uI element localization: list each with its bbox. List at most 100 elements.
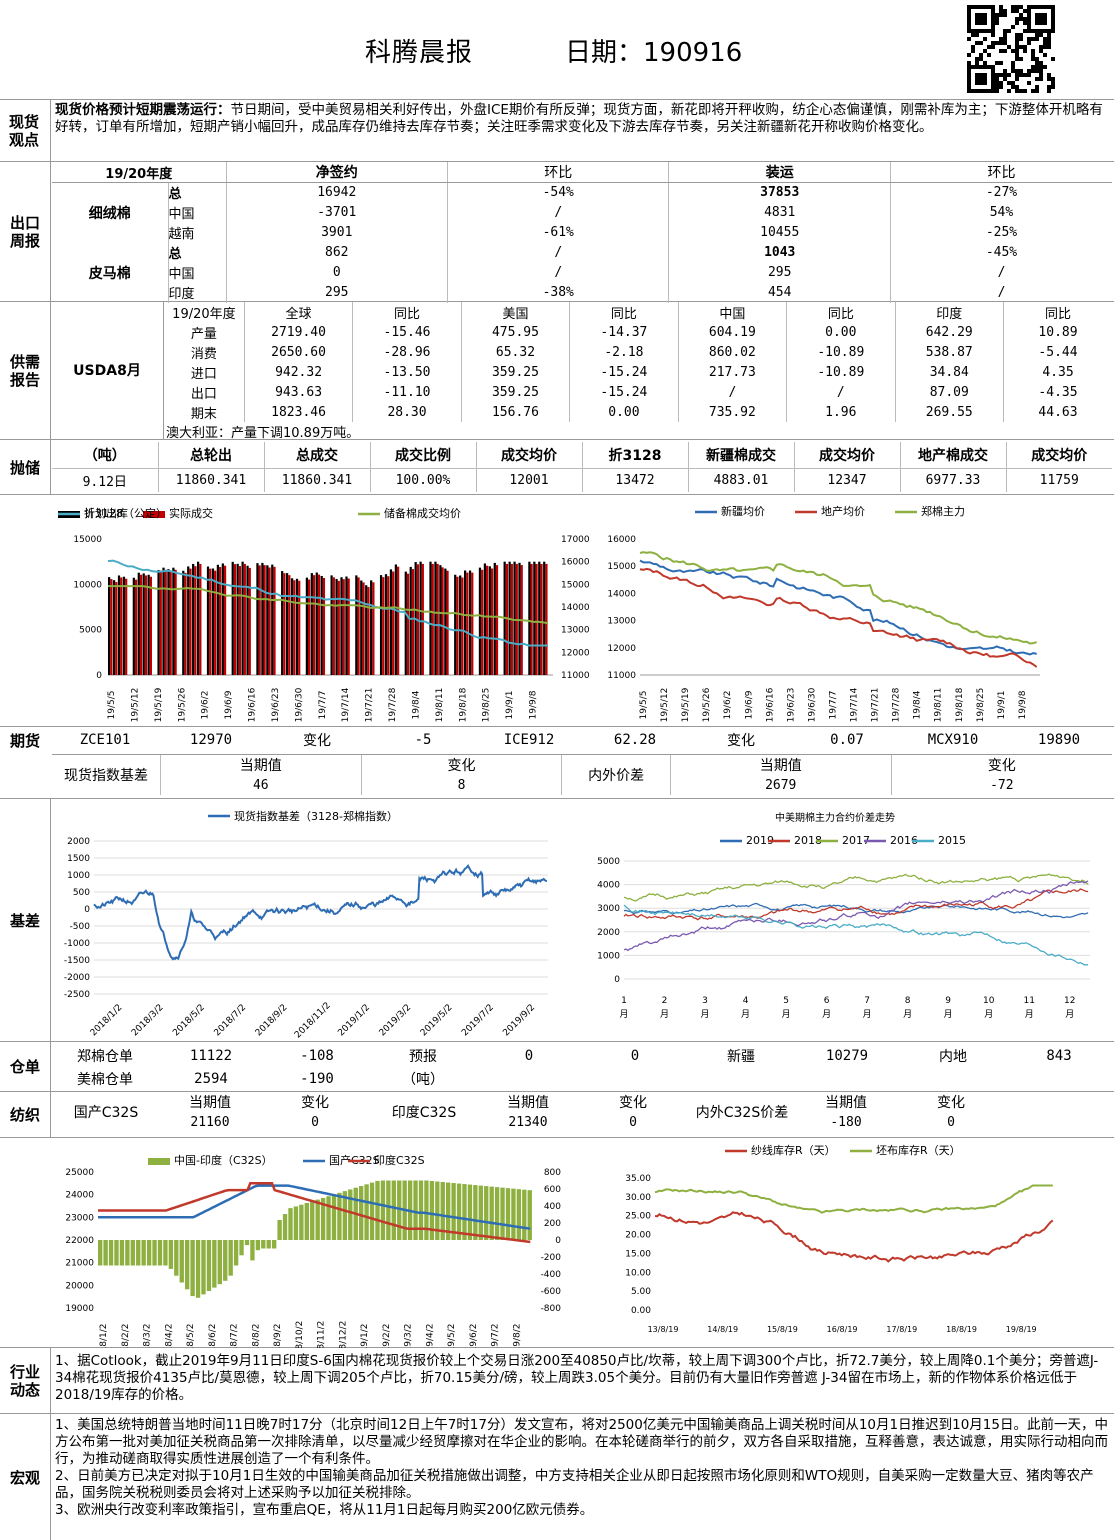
bar-diff xyxy=(310,1201,315,1240)
futures-value: -5 xyxy=(414,732,432,748)
futures-value: MCX910 xyxy=(927,732,979,748)
supply-value: 359.25 xyxy=(461,362,571,382)
bar-actual xyxy=(456,576,459,675)
tick-label: 3000 xyxy=(597,904,620,914)
bar-planned xyxy=(117,575,121,675)
supply-value: -2.18 xyxy=(569,342,679,362)
bar-planned xyxy=(439,565,442,675)
macro-text: 1、美国总统特朗普当地时间11日晚7时17分（北京时间12日上午7时17分）发文… xyxy=(55,1417,1109,1519)
tick-label: 19/1/2 xyxy=(360,1324,370,1348)
bar-planned xyxy=(211,568,215,675)
bar-actual xyxy=(120,577,123,675)
bar-planned xyxy=(137,572,140,675)
bar-planned xyxy=(112,580,116,675)
futures-value: 19890 xyxy=(1037,732,1081,748)
series-line-2017 xyxy=(623,873,1089,902)
tick-label: 月 xyxy=(863,1009,872,1020)
tick-label: 400 xyxy=(544,1202,561,1212)
warehouse-value: （吨） xyxy=(402,1071,444,1088)
tick-label: 月 xyxy=(1025,1009,1034,1020)
tick-label: -1500 xyxy=(64,956,90,966)
bar-actual xyxy=(293,580,296,675)
industry-text: 1、据Cotlook，截止2019年9月11日印度S-6国内棉花现货报价较上个交… xyxy=(55,1353,1099,1403)
bar-actual xyxy=(540,563,543,675)
bar-planned xyxy=(231,561,234,675)
export-table: 19/20年度 净签约 环比 装运 环比 细绒棉总 16942 -54% 37853 -27% 中国… xyxy=(52,162,1112,303)
legend-label: 郑棉主力 xyxy=(921,504,965,518)
textile-section: 纺织 国产C32S 当期值 变化 印度C32S 当期值 变化 内外C32S价差 当期值 变化 21… xyxy=(0,1092,1114,1138)
tick-label: 2019/5/2 xyxy=(419,1003,455,1039)
supply-value: 735.92 xyxy=(678,402,788,422)
textile-table: 国产C32S 当期值 变化 印度C32S 当期值 变化 内外C32S价差 当期值 变化 21160… xyxy=(52,1092,1112,1132)
auction-section: 抛储 （吨） 总轮出 总成交 成交比例 成交均价 折3128 新疆棉成交 成交均价 地产棉成交成… xyxy=(0,440,1114,495)
tick-label: -500 xyxy=(70,922,91,932)
textile-label: 纺织 xyxy=(9,1106,40,1124)
supply-row: 产量 2719.40 -15.46 475.95 -14.37 604.19 0.00 642… xyxy=(164,322,1112,342)
export-value: 3901 xyxy=(226,222,449,243)
bar-planned xyxy=(122,576,126,675)
bar-diff xyxy=(505,1188,511,1240)
bar-diff xyxy=(418,1180,424,1240)
series-line-basis xyxy=(93,864,548,961)
export-row: 中国 0/295/ xyxy=(52,262,1112,283)
legend-label: 折3128（公定） xyxy=(84,506,167,520)
auction-header: 新疆棉成交 xyxy=(688,442,795,469)
tick-label: 16/8/19 xyxy=(827,1325,858,1334)
supply-header: 全球 xyxy=(244,302,354,322)
tick-label: 月 xyxy=(944,1009,953,1020)
tick-label: 19/6/30 xyxy=(807,687,817,722)
supply-row: 出口 943.63 -11.10 359.25 -15.24//87.09 -4.35 xyxy=(164,382,1112,402)
export-value: -38% xyxy=(447,282,670,303)
bar-diff xyxy=(467,1184,473,1240)
tick-label: 200 xyxy=(544,1219,561,1229)
supply-value: -15.24 xyxy=(569,362,679,382)
supply-value: 28.30 xyxy=(352,402,462,422)
tick-label: 10.00 xyxy=(625,1268,651,1278)
tick-label: 12000 xyxy=(607,644,636,654)
bar-planned xyxy=(330,575,333,675)
warehouse-value: 11122 xyxy=(189,1047,233,1064)
tick-label: 5 xyxy=(783,996,789,1006)
legend-label: 新疆均价 xyxy=(721,504,765,518)
export-header: 环比 xyxy=(447,162,670,183)
bar-diff xyxy=(320,1197,326,1240)
export-header: 环比 xyxy=(890,162,1112,183)
bar-actual xyxy=(189,568,192,675)
bar-planned xyxy=(429,561,432,675)
tick-label: 19/6/9 xyxy=(224,690,234,719)
report-date: 日期：190916 xyxy=(565,38,743,68)
spot-price-chart: 新疆均价 地产均价 郑棉主力 11000 12000 13000 14000 15000 160… xyxy=(607,504,1040,722)
supply-header: 同比 xyxy=(352,302,462,322)
bar-actual xyxy=(209,568,212,675)
bar-planned xyxy=(409,566,412,675)
tick-label: 19/7/21 xyxy=(365,688,375,723)
supply-row: 期末 1823.46 28.30 156.76 0.00 735.92 1.96 269.55… xyxy=(164,402,1112,422)
bar-diff xyxy=(272,1240,277,1249)
tick-label: 2019/3/2 xyxy=(378,1003,414,1039)
bar-diff xyxy=(473,1185,478,1240)
bar-planned xyxy=(379,575,383,675)
bar-diff xyxy=(174,1240,179,1276)
tick-label: 19/6/16 xyxy=(765,687,775,722)
bar-actual xyxy=(312,575,316,675)
supply-header: 美国 xyxy=(461,302,571,322)
tick-label: 25.00 xyxy=(625,1212,651,1222)
warehouse-value xyxy=(688,1067,794,1090)
basis-label: 基差 xyxy=(9,911,40,930)
tick-label: 7 xyxy=(864,996,870,1006)
bar-diff xyxy=(255,1240,261,1251)
textile-value: 0 xyxy=(311,1114,319,1130)
tick-label: 18/11/2 xyxy=(317,1321,327,1348)
tick-label: 19/8/18 xyxy=(458,687,468,722)
tick-label: 月 xyxy=(1065,1009,1074,1020)
bar-actual xyxy=(461,577,464,675)
auction-value: 11759 xyxy=(1039,472,1079,488)
supply-value: -10.89 xyxy=(786,362,896,382)
textile-header: 变化 xyxy=(619,1095,647,1111)
tick-label: 35.00 xyxy=(625,1174,651,1184)
textile-header: 当期值 xyxy=(189,1095,231,1111)
supply-value: 4.35 xyxy=(1042,364,1074,380)
tick-label: 18/10/2 xyxy=(295,1321,305,1348)
bar-diff xyxy=(456,1183,462,1240)
